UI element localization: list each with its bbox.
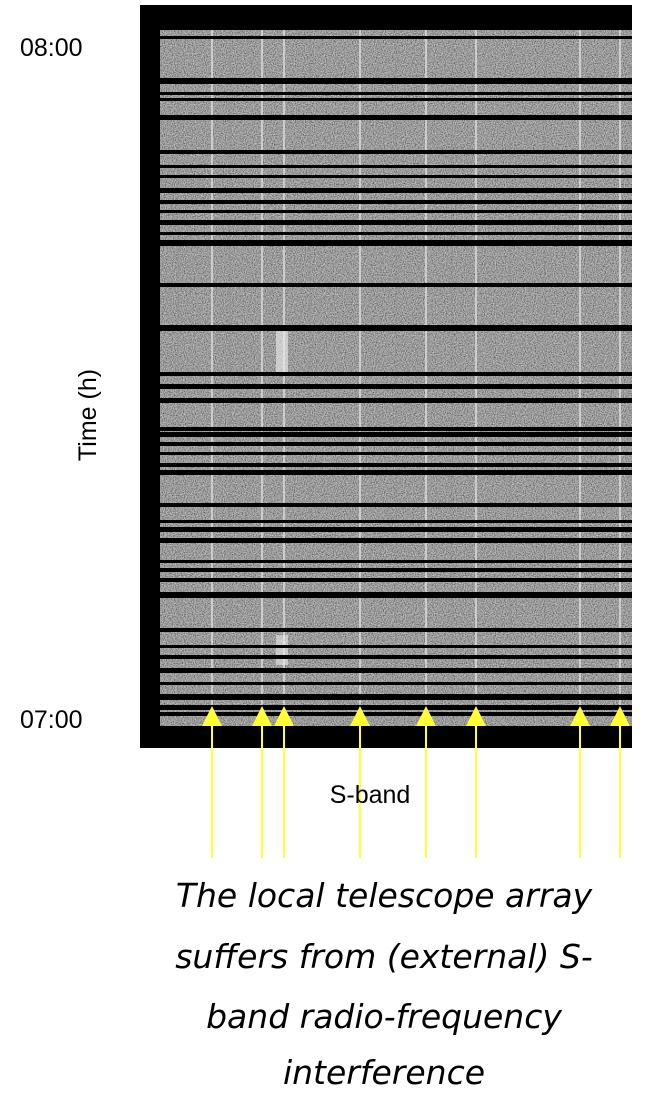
rfi-burst [276, 635, 288, 665]
flagged-band [160, 232, 632, 235]
caption-line: interference [283, 1053, 485, 1092]
flagged-band [160, 682, 632, 685]
x-axis-label: S-band [330, 781, 411, 809]
caption-line: suffers from (external) S- [175, 937, 593, 976]
flagged-band [160, 712, 632, 716]
flagged-band [160, 705, 632, 710]
flagged-band [160, 92, 632, 95]
flagged-band [160, 463, 632, 467]
flagged-band [160, 442, 632, 446]
y-axis-label: Time (h) [74, 369, 102, 461]
arrows [202, 706, 630, 858]
flagged-band [160, 560, 632, 563]
flagged-band [160, 175, 632, 178]
rfi-burst [276, 330, 288, 375]
spectrogram [160, 30, 632, 726]
flagged-band [160, 98, 632, 101]
flagged-band [160, 200, 632, 204]
flagged-band [160, 655, 632, 659]
flagged-band [160, 452, 632, 455]
flagged-band [160, 432, 632, 437]
flagged-band [160, 527, 632, 532]
flagged-band [160, 398, 632, 403]
y-tick-label: 08:00 [20, 34, 83, 62]
flagged-band [160, 78, 632, 84]
flagged-band [160, 694, 632, 700]
caption-line: The local telescope array [176, 876, 593, 915]
flagged-band [160, 372, 632, 376]
flagged-band [160, 325, 632, 331]
flagged-band [160, 384, 632, 389]
flagged-band [160, 578, 632, 582]
flagged-band [160, 115, 632, 120]
flagged-band [160, 150, 632, 154]
flagged-band [160, 668, 632, 673]
flagged-band [160, 283, 632, 287]
flagged-band [160, 240, 632, 246]
flagged-band [160, 210, 632, 213]
flagged-band [160, 645, 632, 648]
flagged-band [160, 36, 632, 39]
rfi-lines [177, 30, 621, 726]
flagged-band [160, 165, 632, 168]
flagged-band [160, 520, 632, 523]
caption-line: band radio-frequency [206, 997, 562, 1036]
flagged-band [160, 470, 632, 475]
y-tick-label: 07:00 [20, 706, 83, 734]
flagged-band [160, 427, 632, 431]
flagged-band [160, 592, 632, 598]
flagged-band [160, 503, 632, 507]
flagged-band [160, 568, 632, 572]
flagged-bands [160, 36, 632, 716]
flagged-band [160, 628, 632, 632]
flagged-band [160, 538, 632, 543]
flagged-band [160, 220, 632, 225]
flagged-band [160, 188, 632, 193]
